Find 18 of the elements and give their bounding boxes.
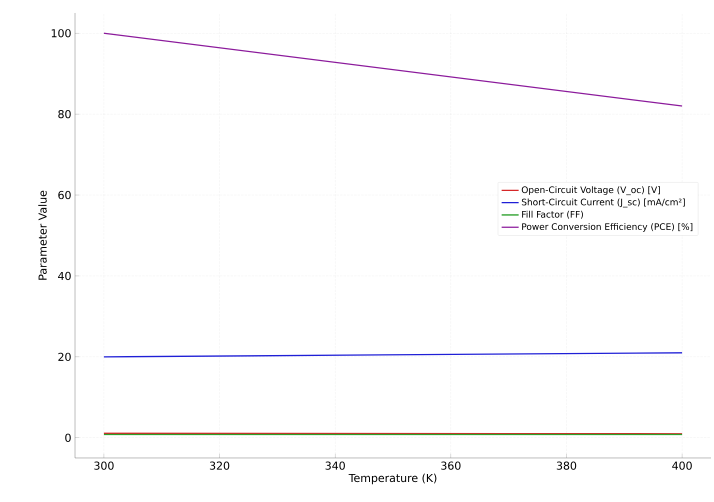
y-tick-label: 40: [58, 272, 71, 280]
x-tick-label: 320: [210, 462, 230, 470]
x-axis-title: Temperature (K): [348, 474, 436, 484]
x-tick-label: 360: [441, 462, 461, 470]
y-tick-label: 60: [58, 190, 71, 200]
x-tick-label: 400: [672, 462, 692, 470]
x-tick-label: 340: [326, 462, 345, 470]
y-tick-label: 80: [58, 110, 71, 118]
legend-label: Short-Circuit Current (J_sc) [mA/cm²]: [522, 198, 685, 208]
legend-label: Open-Circuit Voltage (V_oc) [V]: [522, 186, 660, 196]
x-tick-label: 300: [94, 462, 114, 470]
legend-label: Fill Factor (FF): [522, 210, 583, 219]
legend-label: Power Conversion Efficiency (PCE) [%]: [522, 223, 692, 232]
y-tick-label: 20: [58, 352, 71, 361]
y-tick-label: 100: [52, 29, 71, 38]
y-tick-label: 0: [65, 434, 71, 442]
x-tick-label: 380: [556, 462, 576, 470]
y-axis-title: Parameter Value: [38, 190, 47, 280]
